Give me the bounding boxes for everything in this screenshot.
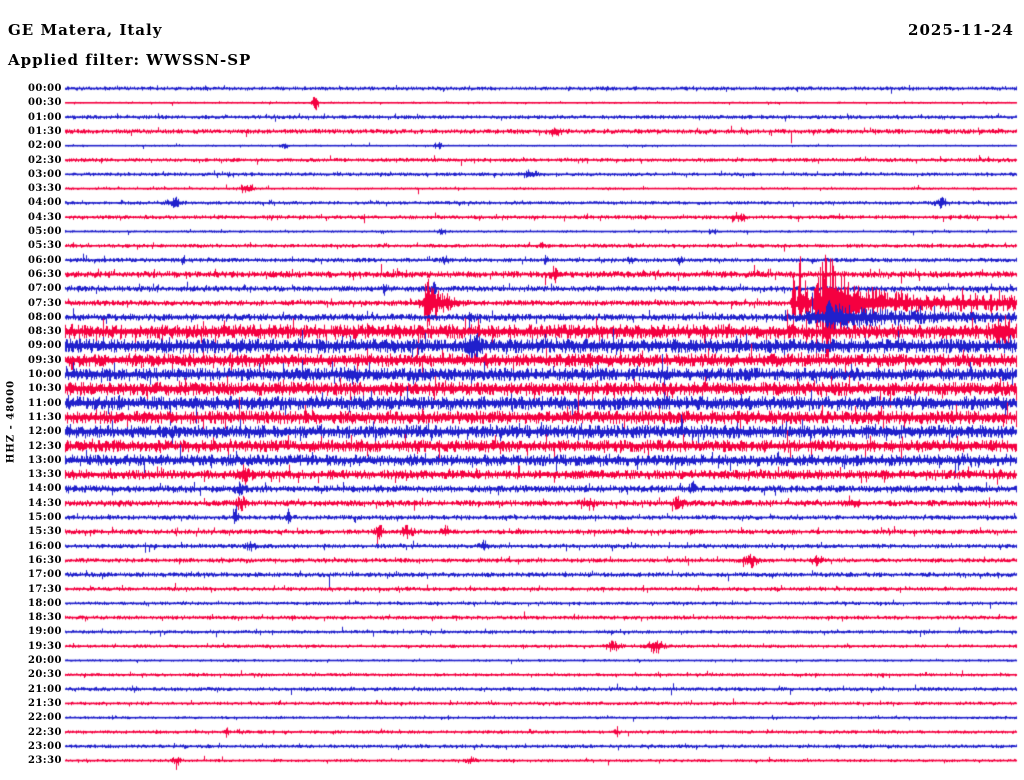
time-label: 19:00 (27, 626, 62, 638)
time-label: 20:00 (27, 655, 62, 666)
time-label: 21:30 (27, 697, 62, 709)
time-label: 07:30 (27, 297, 62, 309)
time-label: 01:00 (27, 111, 62, 123)
time-label: 01:30 (27, 125, 62, 137)
station-title: GE Matera, Italy (8, 21, 163, 39)
time-label: 10:00 (27, 369, 62, 380)
time-label: 11:00 (27, 397, 62, 409)
time-label: 04:30 (27, 211, 62, 223)
time-label: 12:00 (27, 426, 62, 438)
time-label: 12:30 (27, 440, 62, 452)
time-label: 23:00 (27, 740, 62, 752)
time-label: 15:00 (27, 512, 62, 523)
time-label: 08:30 (27, 326, 62, 338)
time-label: 04:00 (27, 197, 62, 209)
time-label: 05:00 (27, 226, 62, 237)
time-label: 09:30 (27, 354, 62, 366)
time-label: 13:00 (27, 454, 62, 466)
time-label: 00:00 (27, 83, 62, 94)
time-label: 16:30 (27, 554, 62, 566)
time-label: 09:00 (27, 340, 62, 352)
time-label: 17:00 (27, 569, 62, 581)
time-label: 23:30 (27, 755, 62, 767)
time-label: 14:30 (27, 497, 62, 509)
time-label: 11:30 (27, 411, 62, 423)
date-label: 2025-11-24 (908, 21, 1014, 39)
time-label: 18:00 (27, 597, 62, 609)
time-label: 06:00 (27, 254, 62, 266)
time-label: 13:30 (27, 469, 62, 481)
time-label: 03:00 (27, 168, 62, 180)
time-label: 07:00 (27, 283, 62, 295)
time-label: 06:30 (27, 268, 62, 280)
time-label: 17:30 (27, 583, 62, 595)
time-label: 18:30 (27, 612, 62, 624)
time-label: 20:30 (27, 669, 62, 681)
time-label: 00:30 (27, 97, 62, 109)
time-label: 05:30 (27, 240, 62, 252)
time-label: 02:30 (27, 154, 62, 166)
time-label: 21:00 (27, 683, 62, 695)
time-label: 02:00 (27, 140, 62, 152)
time-label: 19:30 (27, 640, 62, 652)
time-label: 14:00 (27, 483, 62, 495)
filter-label: Applied filter: WWSSN-SP (8, 51, 252, 69)
time-label: 08:00 (27, 311, 62, 323)
time-label: 03:30 (27, 183, 62, 195)
time-label: 22:00 (27, 712, 62, 724)
time-label: 16:00 (27, 540, 62, 552)
time-label: 22:30 (27, 726, 62, 738)
time-label: 10:30 (27, 383, 62, 395)
time-label: 15:30 (27, 526, 62, 538)
